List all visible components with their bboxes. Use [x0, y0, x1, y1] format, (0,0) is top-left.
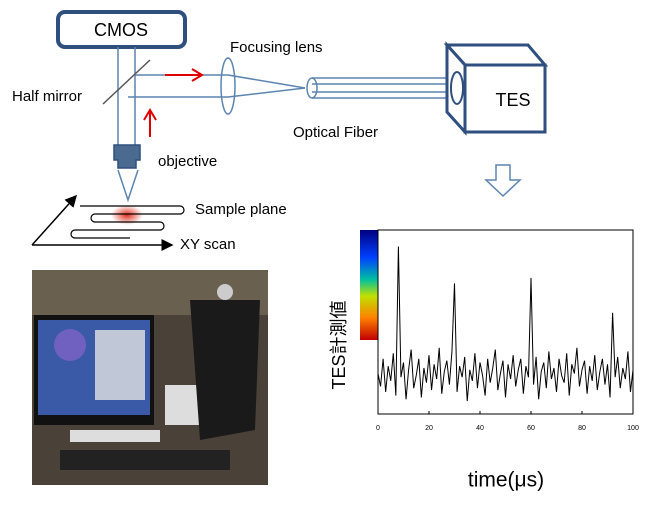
- x-tick-label: 80: [578, 425, 586, 432]
- photo: [32, 270, 268, 485]
- x-tick-label: 20: [425, 425, 433, 432]
- optical-fiber-label: Optical Fiber: [293, 124, 378, 141]
- x-tick-label: 40: [476, 425, 484, 432]
- cmos-label: CMOS: [94, 20, 148, 40]
- figure: CMOS Focusing lens Half mirror Optical F…: [0, 0, 647, 500]
- x-tick-label: 60: [527, 425, 535, 432]
- tes-label: TES: [495, 90, 530, 110]
- objective-label: objective: [158, 153, 217, 170]
- sample-plane-label: Sample plane: [195, 201, 287, 218]
- y-axis-label: TES計測値: [329, 300, 349, 389]
- x-tick-label: 0: [376, 425, 380, 432]
- tes-cube: [447, 45, 545, 132]
- colorbar: [360, 230, 378, 340]
- plot-frame: [378, 230, 633, 414]
- signal-line: [378, 247, 633, 402]
- focusing-lens-label: Focusing lens: [230, 39, 323, 56]
- half-mirror-label: Half mirror: [12, 88, 82, 105]
- x-tick-label: 100: [627, 425, 639, 432]
- down-arrow: [486, 165, 520, 196]
- optics: [103, 47, 455, 200]
- x-axis-label: time(μs): [468, 469, 544, 492]
- xy-scan-label: XY scan: [180, 236, 236, 253]
- y-scan-arrow: [32, 196, 76, 245]
